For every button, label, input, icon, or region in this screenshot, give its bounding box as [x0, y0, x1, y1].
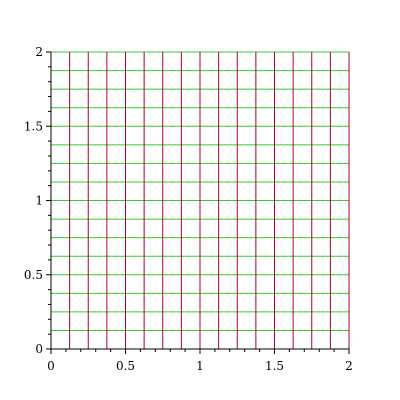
y-axis-ticks — [46, 51, 51, 350]
vertical-lines-series — [69, 52, 350, 349]
y-tick-label: 2 — [35, 45, 43, 59]
x-tick-label: 1.5 — [265, 359, 284, 373]
x-tick-label: 0.5 — [116, 359, 135, 373]
x-axis-ticks — [50, 349, 350, 354]
x-tick-label: 2 — [345, 359, 353, 373]
x-tick-label: 0 — [47, 359, 55, 373]
x-tick-label: 1 — [196, 359, 204, 373]
y-tick-label: 0.5 — [24, 268, 43, 282]
y-tick-label: 1.5 — [24, 119, 43, 133]
x-tick-labels: 0 0.5 1 1.5 2 — [47, 359, 353, 373]
y-tick-label: 0 — [35, 342, 43, 356]
y-tick-labels: 0 0.5 1 1.5 2 — [24, 45, 43, 356]
y-tick-label: 1 — [35, 194, 43, 208]
axes — [46, 51, 350, 354]
